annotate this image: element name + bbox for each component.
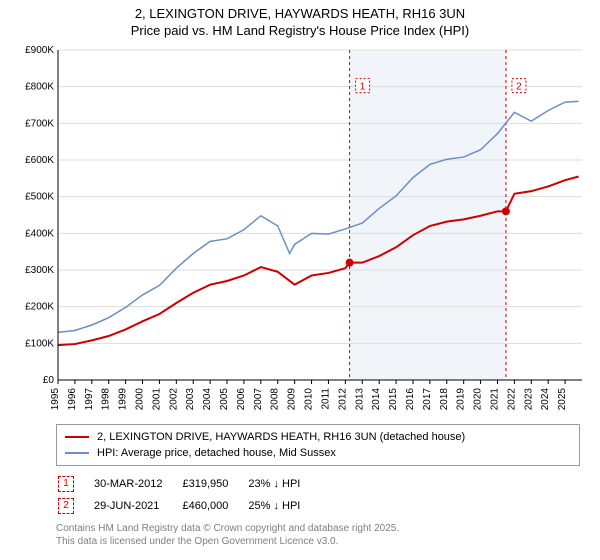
svg-text:2001: 2001 <box>151 387 162 410</box>
legend: 2, LEXINGTON DRIVE, HAYWARDS HEATH, RH16… <box>56 424 580 466</box>
svg-text:2018: 2018 <box>439 387 450 410</box>
table-row: 1 30-MAR-2012 £319,950 23% ↓ HPI <box>58 474 318 494</box>
svg-text:2010: 2010 <box>304 387 315 410</box>
svg-text:2015: 2015 <box>388 387 399 410</box>
svg-text:2008: 2008 <box>270 387 281 410</box>
svg-text:£0: £0 <box>43 375 55 386</box>
svg-text:£100K: £100K <box>25 338 54 349</box>
marker-price: £319,950 <box>182 474 246 494</box>
marker-price: £460,000 <box>182 496 246 516</box>
marker-delta: 25% ↓ HPI <box>248 496 318 516</box>
chart-title: 2, LEXINGTON DRIVE, HAYWARDS HEATH, RH16… <box>0 0 600 40</box>
svg-text:2007: 2007 <box>253 387 264 410</box>
marker-badge: 2 <box>58 498 74 514</box>
svg-text:2006: 2006 <box>236 387 247 410</box>
legend-row-property: 2, LEXINGTON DRIVE, HAYWARDS HEATH, RH16… <box>65 429 571 445</box>
svg-text:2000: 2000 <box>135 387 146 410</box>
svg-text:2011: 2011 <box>320 387 331 409</box>
sale-markers-table: 1 30-MAR-2012 £319,950 23% ↓ HPI 2 29-JU… <box>56 472 320 518</box>
title-line2: Price paid vs. HM Land Registry's House … <box>0 23 600 40</box>
legend-swatch-property <box>65 436 89 438</box>
marker-date: 30-MAR-2012 <box>94 474 180 494</box>
svg-text:2022: 2022 <box>506 387 517 410</box>
svg-text:2009: 2009 <box>287 387 298 410</box>
footer-line2: This data is licensed under the Open Gov… <box>56 535 600 548</box>
svg-text:£800K: £800K <box>25 81 54 92</box>
svg-text:1999: 1999 <box>118 387 129 410</box>
svg-text:1995: 1995 <box>50 387 61 410</box>
svg-text:£900K: £900K <box>25 45 54 56</box>
table-row: 2 29-JUN-2021 £460,000 25% ↓ HPI <box>58 496 318 516</box>
marker-delta: 23% ↓ HPI <box>248 474 318 494</box>
svg-text:2023: 2023 <box>523 387 534 410</box>
svg-text:£500K: £500K <box>25 191 54 202</box>
svg-text:£700K: £700K <box>25 118 54 129</box>
marker-badge: 1 <box>58 476 74 492</box>
legend-label-hpi: HPI: Average price, detached house, Mid … <box>97 447 336 459</box>
svg-text:2004: 2004 <box>202 387 213 410</box>
svg-text:1997: 1997 <box>84 387 95 410</box>
legend-row-hpi: HPI: Average price, detached house, Mid … <box>65 445 571 461</box>
legend-label-property: 2, LEXINGTON DRIVE, HAYWARDS HEATH, RH16… <box>97 431 465 443</box>
footer-line1: Contains HM Land Registry data © Crown c… <box>56 522 600 535</box>
svg-text:1996: 1996 <box>67 387 78 410</box>
svg-text:2016: 2016 <box>405 387 416 410</box>
svg-text:1: 1 <box>360 81 366 92</box>
svg-text:2013: 2013 <box>354 387 365 410</box>
svg-text:£400K: £400K <box>25 228 54 239</box>
svg-text:£200K: £200K <box>25 301 54 312</box>
svg-text:2012: 2012 <box>337 387 348 410</box>
svg-text:2024: 2024 <box>540 387 551 410</box>
svg-text:2005: 2005 <box>219 387 230 410</box>
legend-swatch-hpi <box>65 452 89 454</box>
svg-text:2021: 2021 <box>489 387 500 410</box>
title-line1: 2, LEXINGTON DRIVE, HAYWARDS HEATH, RH16… <box>0 6 600 23</box>
svg-text:£600K: £600K <box>25 155 54 166</box>
svg-text:2020: 2020 <box>473 387 484 410</box>
attribution: Contains HM Land Registry data © Crown c… <box>56 522 600 548</box>
svg-text:2019: 2019 <box>456 387 467 410</box>
svg-text:1998: 1998 <box>101 387 112 410</box>
svg-text:2002: 2002 <box>168 387 179 410</box>
price-chart: £0 £100K £200K £300K £400K £500K £600K £700K £80… <box>10 40 590 420</box>
svg-text:2017: 2017 <box>422 387 433 410</box>
svg-text:2025: 2025 <box>557 387 568 410</box>
svg-text:2014: 2014 <box>371 387 382 410</box>
svg-text:2003: 2003 <box>185 387 196 410</box>
marker-date: 29-JUN-2021 <box>94 496 180 516</box>
svg-text:£300K: £300K <box>25 265 54 276</box>
svg-text:2: 2 <box>516 81 522 92</box>
